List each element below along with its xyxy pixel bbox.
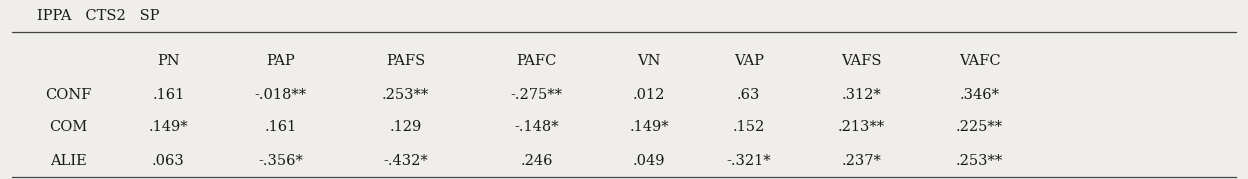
Text: .149*: .149* <box>629 120 669 134</box>
Text: .346*: .346* <box>960 88 1000 102</box>
Text: .225**: .225** <box>956 120 1003 134</box>
Text: .253**: .253** <box>956 154 1003 168</box>
Text: .312*: .312* <box>841 88 881 102</box>
Text: .012: .012 <box>633 88 665 102</box>
Text: -.148*: -.148* <box>514 120 559 134</box>
Text: PAFS: PAFS <box>386 54 426 68</box>
Text: CONF: CONF <box>45 88 92 102</box>
Text: ALIE: ALIE <box>50 154 87 168</box>
Text: -.432*: -.432* <box>383 154 428 168</box>
Text: VN: VN <box>638 54 660 68</box>
Text: .161: .161 <box>152 88 185 102</box>
Text: -.275**: -.275** <box>510 88 563 102</box>
Text: -.356*: -.356* <box>258 154 303 168</box>
Text: .246: .246 <box>520 154 553 168</box>
Text: .149*: .149* <box>149 120 188 134</box>
Text: .161: .161 <box>265 120 297 134</box>
Text: VAFC: VAFC <box>958 54 1001 68</box>
Text: -.018**: -.018** <box>255 88 307 102</box>
Text: IPPA   CTS2   SP: IPPA CTS2 SP <box>37 9 160 23</box>
Text: .237*: .237* <box>841 154 881 168</box>
Text: VAFS: VAFS <box>841 54 881 68</box>
Text: .063: .063 <box>152 154 185 168</box>
Text: PAP: PAP <box>266 54 296 68</box>
Text: .213**: .213** <box>837 120 885 134</box>
Text: -.321*: -.321* <box>726 154 771 168</box>
Text: COM: COM <box>50 120 87 134</box>
Text: PAFC: PAFC <box>517 54 557 68</box>
Text: .049: .049 <box>633 154 665 168</box>
Text: .253**: .253** <box>382 88 429 102</box>
Text: .129: .129 <box>389 120 422 134</box>
Text: VAP: VAP <box>734 54 764 68</box>
Text: .63: .63 <box>738 88 760 102</box>
Text: .152: .152 <box>733 120 765 134</box>
Text: PN: PN <box>157 54 180 68</box>
